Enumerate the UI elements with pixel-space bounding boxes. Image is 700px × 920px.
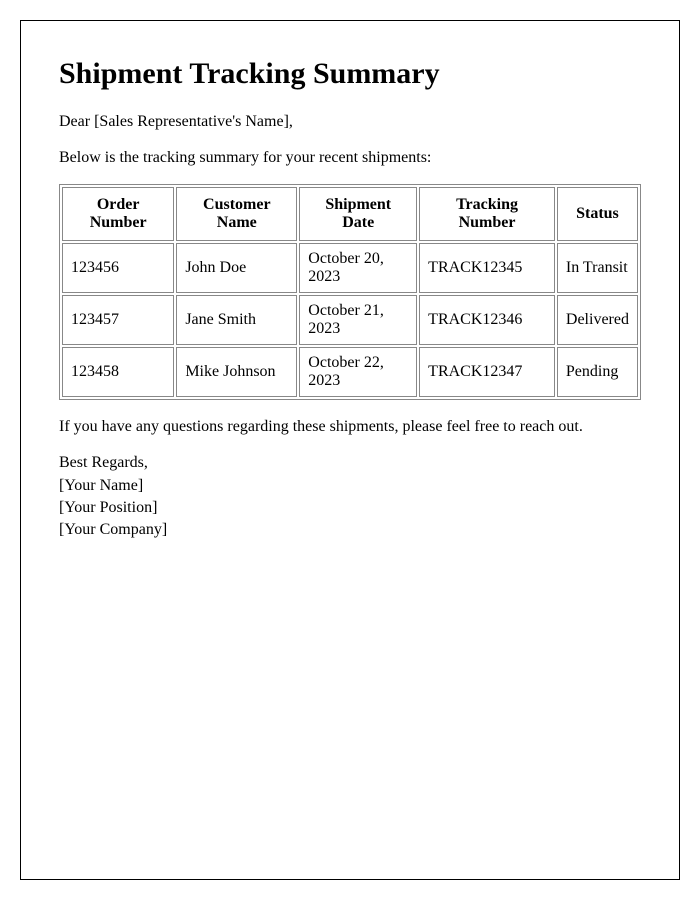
cell-customer-name: Mike Johnson — [176, 347, 297, 397]
col-tracking-number: Tracking Number — [419, 187, 555, 241]
closing-company: [Your Company] — [59, 519, 641, 541]
cell-shipment-date: October 21, 2023 — [299, 295, 417, 345]
col-shipment-date: Shipment Date — [299, 187, 417, 241]
closing-regards: Best Regards, — [59, 452, 641, 474]
cell-tracking-number: TRACK12346 — [419, 295, 555, 345]
col-order-number: Order Number — [62, 187, 174, 241]
col-customer-name: Customer Name — [176, 187, 297, 241]
cell-status: In Transit — [557, 243, 638, 293]
cell-shipment-date: October 20, 2023 — [299, 243, 417, 293]
col-status: Status — [557, 187, 638, 241]
table-row: 123457 Jane Smith October 21, 2023 TRACK… — [62, 295, 638, 345]
cell-order-number: 123456 — [62, 243, 174, 293]
table-row: 123456 John Doe October 20, 2023 TRACK12… — [62, 243, 638, 293]
cell-order-number: 123458 — [62, 347, 174, 397]
followup-text: If you have any questions regarding thes… — [59, 416, 641, 438]
cell-status: Delivered — [557, 295, 638, 345]
closing-position: [Your Position] — [59, 497, 641, 519]
cell-customer-name: Jane Smith — [176, 295, 297, 345]
cell-tracking-number: TRACK12347 — [419, 347, 555, 397]
closing-name: [Your Name] — [59, 475, 641, 497]
document-page: Shipment Tracking Summary Dear [Sales Re… — [20, 20, 680, 880]
greeting-line: Dear [Sales Representative's Name], — [59, 111, 641, 133]
intro-text: Below is the tracking summary for your r… — [59, 147, 641, 169]
table-header-row: Order Number Customer Name Shipment Date… — [62, 187, 638, 241]
closing-block: Best Regards, [Your Name] [Your Position… — [59, 452, 641, 542]
shipment-table: Order Number Customer Name Shipment Date… — [59, 184, 641, 400]
cell-customer-name: John Doe — [176, 243, 297, 293]
cell-status: Pending — [557, 347, 638, 397]
table-row: 123458 Mike Johnson October 22, 2023 TRA… — [62, 347, 638, 397]
cell-shipment-date: October 22, 2023 — [299, 347, 417, 397]
cell-tracking-number: TRACK12345 — [419, 243, 555, 293]
page-title: Shipment Tracking Summary — [59, 57, 641, 91]
cell-order-number: 123457 — [62, 295, 174, 345]
